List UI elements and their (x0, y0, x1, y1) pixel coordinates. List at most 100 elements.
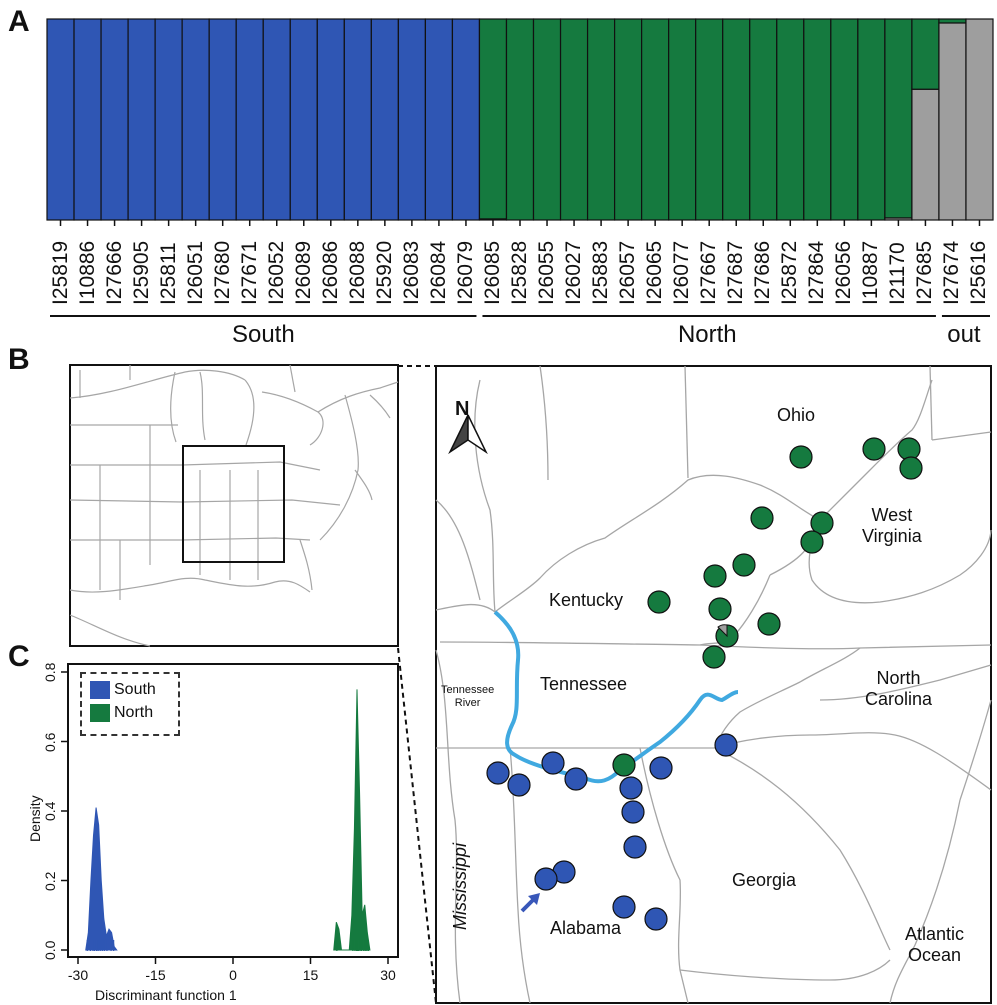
y-axis-title: Density (27, 795, 43, 842)
group-label: North (677, 321, 737, 348)
admixed-wedge (717, 624, 728, 638)
structure-bar-segment (532, 18, 562, 221)
structure-bar-segment (181, 18, 210, 221)
structure-bar-segment (370, 18, 399, 221)
sample-id-label: I27685 (913, 240, 937, 305)
structure-bar (668, 18, 697, 226)
structure-bar-segment (911, 88, 940, 221)
structure-bar (316, 18, 345, 226)
sample-id-label: I10886 (75, 240, 99, 305)
north-sample-point (647, 590, 671, 614)
sample-id-label: I27686 (751, 240, 775, 305)
regional-map (435, 365, 992, 1004)
north-sample-point (703, 564, 727, 588)
label-ohio: Ohio (777, 405, 816, 425)
north-sample-point (732, 553, 756, 577)
structure-bar-segment (803, 18, 832, 221)
structure-bar-segment (397, 18, 427, 221)
south-sample-point (644, 907, 668, 931)
structure-bar-segment (478, 18, 508, 220)
structure-bar (208, 18, 237, 226)
y-tick-label: 0.6 (42, 732, 58, 752)
structure-bar-plot (46, 18, 994, 226)
sample-id-label: I25811 (156, 242, 180, 305)
sample-id-label: I26084 (426, 240, 450, 305)
structure-bar (559, 18, 589, 226)
south-sample-point (623, 835, 647, 859)
structure-bar (695, 18, 724, 226)
structure-bar-segment (478, 218, 508, 221)
structure-bar (911, 18, 940, 226)
south-sample-point (541, 751, 565, 775)
north-arrow-icon (448, 414, 488, 455)
sample-id-label: I25616 (967, 240, 991, 305)
highlight-arrow-icon (520, 893, 540, 913)
legend-item-south: South (90, 678, 170, 701)
structure-bar-segment (208, 18, 237, 221)
legend-label-south: South (114, 680, 156, 698)
north-sample-point (757, 612, 781, 636)
tennessee-river (493, 610, 739, 784)
structure-bar-segment (100, 18, 129, 221)
structure-bar (397, 18, 427, 226)
sample-id-label: I25883 (589, 240, 613, 305)
south-sample-point (534, 867, 558, 891)
structure-bar-segment (451, 18, 481, 221)
sample-id-label: I25828 (508, 240, 531, 305)
sample-id-label: I25872 (778, 240, 802, 305)
structure-bar (884, 18, 913, 226)
sample-id-label: I26079 (453, 240, 477, 305)
structure-bar (965, 18, 994, 226)
sample-id-label: I27864 (805, 240, 829, 305)
x-tick-label: 30 (380, 967, 396, 983)
north-sample-point (789, 445, 813, 469)
sample-id-label: I25920 (372, 240, 396, 305)
sample-id-label: I21170 (886, 242, 910, 305)
north-sample-point (612, 753, 636, 777)
density-area-north (333, 689, 371, 951)
structure-bar (370, 18, 399, 226)
structure-bar-segment (424, 18, 454, 221)
structure-bar (776, 18, 805, 226)
south-sample-point (714, 733, 738, 757)
sample-id-label: I26055 (535, 240, 559, 305)
sample-id-label: I26065 (643, 240, 667, 305)
sample-id-label: I27680 (210, 240, 234, 305)
x-axis-title: Discriminant function 1 (95, 987, 237, 1003)
north-sample-point (800, 530, 824, 554)
structure-bar-segment (722, 18, 751, 221)
south-sample-point (612, 895, 636, 919)
structure-bar (803, 18, 832, 226)
us-inset-map (69, 364, 399, 647)
structure-bar-segment (559, 18, 589, 221)
structure-bar-segment (668, 18, 697, 221)
sample-id-label: I27687 (724, 240, 748, 305)
legend-item-north: North (90, 701, 170, 724)
structure-bar (478, 18, 508, 226)
structure-bar-segment (316, 18, 345, 221)
panel-letter-b: B (8, 343, 30, 376)
label-tennessee-river: Tennessee River (441, 684, 495, 709)
x-tick-label: 0 (229, 967, 237, 983)
structure-bar-segment (586, 18, 616, 221)
south-sample-point (486, 761, 510, 785)
structure-bar-segment (505, 18, 535, 221)
sample-points (486, 437, 923, 931)
structure-bar-segment (965, 18, 994, 221)
study-area-box (182, 445, 285, 563)
structure-bar (938, 18, 967, 226)
x-tick-label: 15 (302, 967, 319, 983)
structure-bar (505, 18, 535, 226)
structure-bar (100, 18, 129, 226)
structure-bar-segment (235, 18, 264, 221)
sample-id-label: I10887 (859, 240, 883, 305)
structure-bar (586, 18, 616, 226)
structure-bar-segment (857, 18, 886, 221)
label-alabama: Alabama (550, 918, 622, 938)
y-tick-label: 0.0 (42, 940, 58, 960)
connector-bottom (397, 647, 437, 1004)
x-tick-label: -30 (67, 967, 89, 983)
structure-bar-segment (46, 18, 75, 221)
structure-bar (73, 18, 102, 226)
structure-bar (46, 18, 75, 226)
